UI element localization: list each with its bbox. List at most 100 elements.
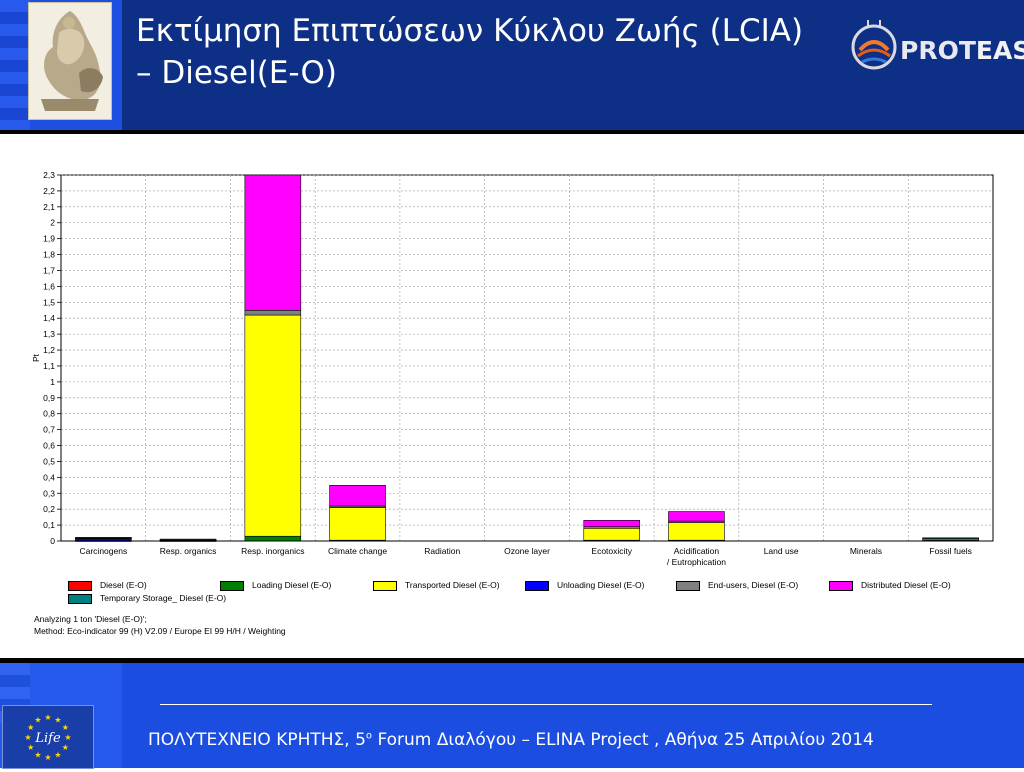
x-tick-label: Climate change (328, 546, 387, 556)
legend-swatch (68, 593, 92, 604)
lcia-chart: 0 0,1 0,2 0,3 0,4 0,5 0,6 0,7 0,8 0,9 1 1,1 1,2 1,3 1,… (28, 168, 998, 640)
bar-segment (668, 511, 725, 522)
y-tick-label: 0,8 (43, 409, 55, 419)
title-line-2: – Diesel(E-O) (136, 55, 337, 91)
y-tick-label: 0,6 (43, 441, 55, 451)
header-checker-pattern (0, 0, 30, 130)
legend-label: Transported Diesel (E-O) (405, 580, 500, 590)
bar-segment (75, 537, 132, 539)
eu-flag-drawing: ★★★★★★★★★ ★ ★★ Life (3, 706, 93, 768)
y-tick-label: 0,5 (43, 456, 55, 466)
y-tick-label: 0,2 (43, 504, 55, 514)
bar-segment (244, 314, 302, 537)
legend-label: Diesel (E-O) (100, 580, 147, 590)
bar-segment (244, 309, 302, 316)
y-tick-label: 2,2 (43, 186, 55, 196)
legend-label: End-users, Diesel (E-O) (708, 580, 799, 590)
bar-segment (244, 174, 302, 311)
bar-segment (159, 538, 217, 541)
bar-segment (583, 520, 640, 527)
legend-item: End-users, Diesel (E-O) (676, 579, 798, 591)
bar-segment (922, 537, 979, 539)
x-tick-label: Ecotoxicity (591, 546, 632, 556)
y-tick-label: 1,1 (43, 361, 55, 371)
legend-label: Temporary Storage_ Diesel (E-O) (100, 593, 227, 603)
eu-life-label: Life (34, 731, 61, 746)
eu-star-icon: ★ (34, 750, 41, 759)
chart-plot: 0 0,1 0,2 0,3 0,4 0,5 0,6 0,7 0,8 0,9 1 1,1 1,2 1,3 1,… (31, 170, 994, 567)
legend-item: Temporary Storage_ Diesel (E-O) (68, 592, 226, 604)
legend-swatch (829, 580, 853, 591)
bar-segment (244, 535, 302, 542)
slide-title: Εκτίμηση Επιπτώσεων Κύκλου Ζωής (LCIA) –… (136, 10, 803, 94)
legend-swatch (373, 580, 397, 591)
proteas-logo-text: PROTEAS (900, 36, 1024, 65)
footer-sup: ο (365, 730, 373, 742)
x-tick-label: Resp. inorganics (241, 546, 304, 556)
x-tick-label: Acidification (674, 546, 720, 556)
y-tick-label: 1,8 (43, 250, 55, 260)
bar-segment (329, 485, 386, 507)
crest-drawing (29, 3, 111, 119)
university-crest-logo (28, 2, 112, 120)
eu-star-icon: ★ (54, 750, 61, 759)
y-tick-label: 0,3 (43, 488, 55, 498)
eu-star-icon: ★ (27, 723, 34, 732)
bar-segment (329, 507, 386, 541)
y-tick-label: 2,1 (43, 202, 55, 212)
eu-star-icon: ★ (27, 743, 34, 752)
eu-star-icon: ★ (44, 753, 51, 762)
y-tick-label: 0,9 (43, 393, 55, 403)
x-tick-label: Radiation (424, 546, 460, 556)
title-line-1: Εκτίμηση Επιπτώσεων Κύκλου Ζωής (LCIA) (136, 13, 804, 49)
eu-star-icon: ★ (34, 716, 41, 725)
y-tick-label: 1 (50, 377, 55, 387)
legend-swatch (676, 580, 700, 591)
y-axis-label: Pt (31, 353, 41, 362)
y-tick-label: 1,7 (43, 265, 55, 275)
y-tick-label: 0,4 (43, 472, 55, 482)
slide-header (0, 0, 1024, 130)
header-divider (0, 130, 1024, 134)
bar-segment (668, 522, 725, 541)
eu-star-icon: ★ (62, 743, 69, 752)
legend-label: Unloading Diesel (E-O) (557, 580, 645, 590)
analysis-note: Method: Eco-indicator 99 (H) V2.09 / Eur… (34, 626, 286, 636)
eu-star-icon: ★ (54, 716, 61, 725)
logo-text-a: PROT (900, 36, 976, 65)
legend-label: Loading Diesel (E-O) (252, 580, 332, 590)
x-tick-label: Resp. organics (160, 546, 217, 556)
y-tick-label: 0 (50, 536, 55, 546)
eu-life-logo-icon: ★ ★ ★ ★ ★ ★ ★ ★ ★ ★ ★ ★ Life (2, 705, 94, 769)
x-tick-label: / Eutrophication (667, 557, 726, 567)
eu-star-icon: ★ (62, 723, 69, 732)
y-tick-label: 1,5 (43, 297, 55, 307)
y-tick-label: 0,7 (43, 425, 55, 435)
plot-area (60, 174, 994, 542)
eu-star-icon: ★ (24, 733, 31, 742)
slide-footer (0, 663, 1024, 768)
legend-label: Distributed Diesel (E-O) (861, 580, 951, 590)
footer-caption: ΠΟΛΥΤΕΧΝΕΙΟ ΚΡΗΤΗΣ, 5ο Forum Διαλόγου – … (148, 730, 874, 750)
y-tick-label: 2,3 (43, 170, 55, 180)
logo-text-b: EAS (975, 36, 1024, 65)
legend-item: Unloading Diesel (E-O) (525, 579, 644, 591)
footer-suffix: Forum Διαλόγου – ELINA Project , Αθήνα 2… (372, 730, 874, 750)
x-tick-label: Land use (764, 546, 799, 556)
legend-item: Diesel (E-O) (68, 579, 147, 591)
footer-rule-line (160, 704, 932, 705)
y-tick-label: 0,1 (43, 520, 55, 530)
y-tick-label: 1,3 (43, 329, 55, 339)
footer-prefix: ΠΟΛΥΤΕΧΝΕΙΟ ΚΡΗΤΗΣ, 5 (148, 730, 366, 750)
eu-star-icon: ★ (64, 733, 71, 742)
legend-item: Loading Diesel (E-O) (220, 579, 331, 591)
footer-divider (0, 658, 1024, 663)
y-tick-label: 1,9 (43, 234, 55, 244)
eu-star-icon: ★ (44, 713, 51, 722)
proteas-logo-icon (851, 20, 897, 70)
x-tick-label: Ozone layer (504, 546, 550, 556)
legend-swatch (68, 580, 92, 591)
legend-swatch (525, 580, 549, 591)
x-tick-label: Minerals (850, 546, 882, 556)
x-tick-label: Fossil fuels (929, 546, 972, 556)
